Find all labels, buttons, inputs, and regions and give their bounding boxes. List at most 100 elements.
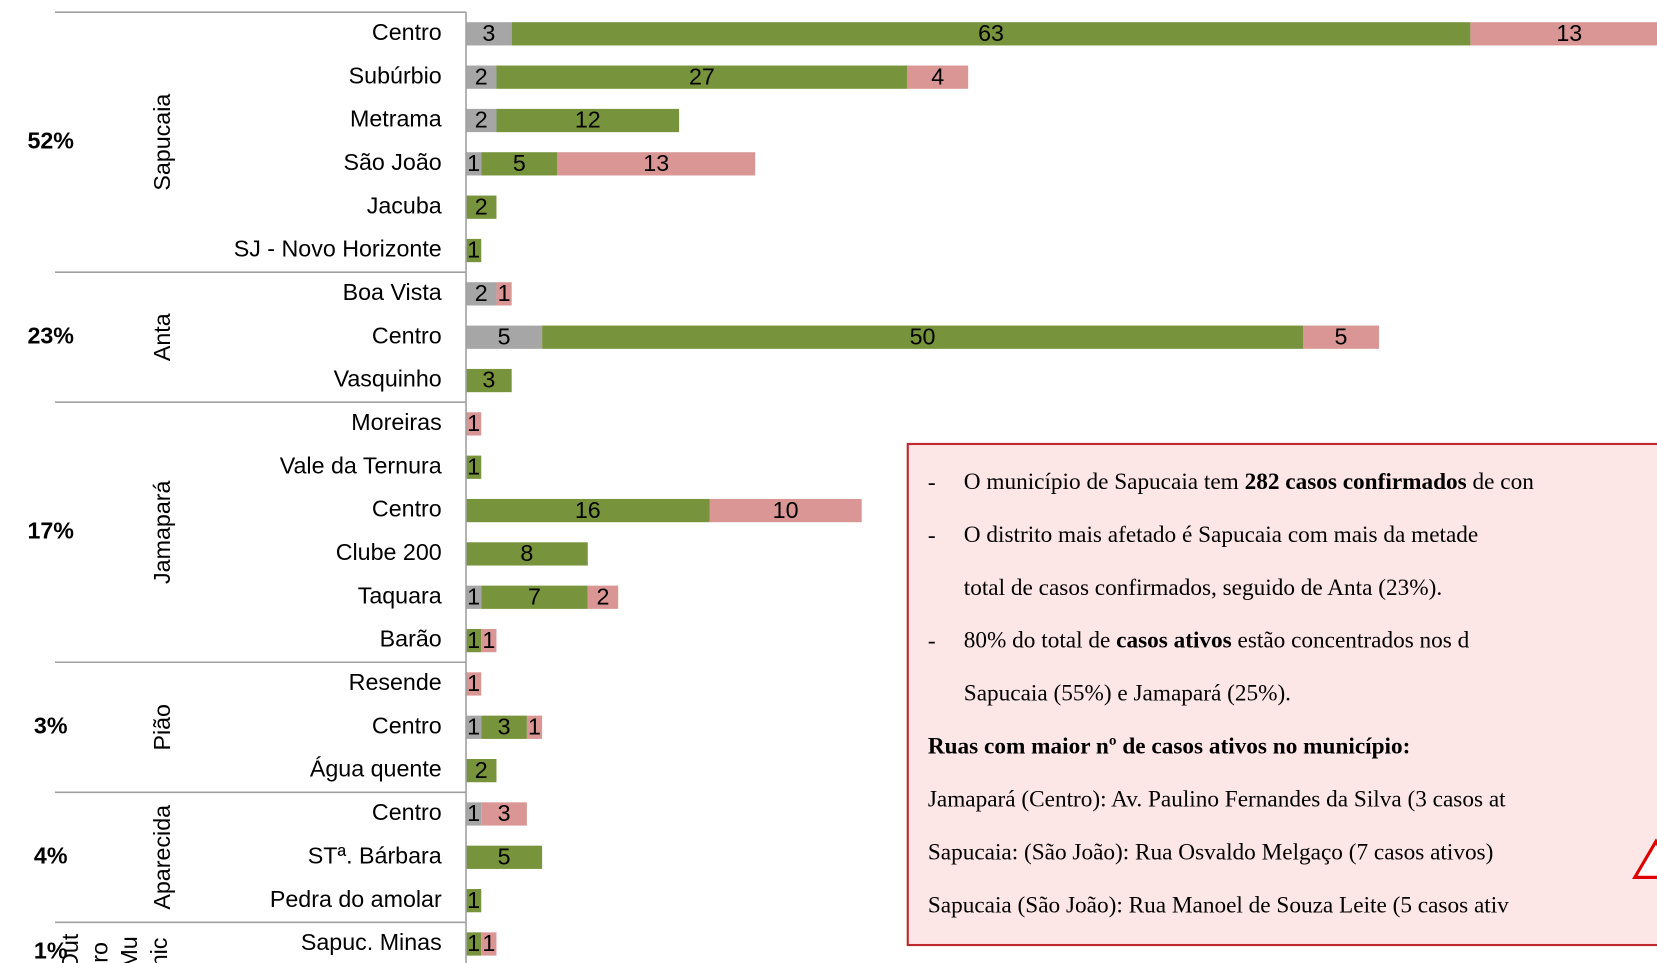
bar-segment xyxy=(481,802,527,826)
bar-segment xyxy=(466,65,497,89)
category-label: Barão xyxy=(380,626,442,652)
value-label: 2 xyxy=(475,193,488,219)
note-text: casos ativos xyxy=(1116,628,1232,654)
value-label: 1 xyxy=(467,670,480,696)
bar-segment xyxy=(496,282,512,306)
value-label: 13 xyxy=(643,150,669,176)
group-label: Jamapará xyxy=(149,480,175,583)
note-line: O distrito mais afetado é Sapucaia com m… xyxy=(964,522,1478,548)
bar-segment xyxy=(466,22,512,46)
category-label: Pedra do amolar xyxy=(270,886,442,912)
group-label: nic xyxy=(146,937,172,963)
category-label: São João xyxy=(343,149,441,175)
bar-segment xyxy=(481,585,588,609)
note-street: Sapucaia: (São João): Rua Osvaldo Melgaç… xyxy=(928,839,1494,865)
bar-segment xyxy=(496,65,908,89)
category-label: Subúrbio xyxy=(349,62,442,88)
value-label: 1 xyxy=(498,280,511,306)
group-share: 17% xyxy=(27,517,74,543)
bar-segment xyxy=(466,628,482,653)
note-text: O distrito mais afetado é Sapucaia com m… xyxy=(964,522,1478,548)
bar-segment xyxy=(481,715,527,739)
bar-segment xyxy=(1470,22,1657,46)
value-label: 1 xyxy=(467,237,480,263)
value-label: 3 xyxy=(498,713,511,739)
bar-segment xyxy=(466,758,497,783)
note-line: 80% do total de casos ativos estão conce… xyxy=(964,628,1470,654)
bar-segment xyxy=(466,498,710,523)
group-share: 52% xyxy=(27,127,74,153)
value-label: 12 xyxy=(575,107,601,133)
category-label: Vasquinho xyxy=(334,366,442,392)
bar-segment xyxy=(481,152,558,176)
group-share: 3% xyxy=(34,712,68,738)
value-label: 5 xyxy=(513,150,526,176)
bar-segment xyxy=(526,715,543,739)
value-label: 1 xyxy=(482,627,495,653)
category-label: Centro xyxy=(372,799,442,825)
bar-segment xyxy=(466,889,482,913)
note-text: de con xyxy=(1467,469,1535,495)
bar-segment xyxy=(481,628,497,653)
group-label: Sapucaia xyxy=(149,94,175,191)
group-label: Pião xyxy=(149,704,175,751)
group-share: 23% xyxy=(27,322,74,348)
group-label: Aparecida xyxy=(149,805,175,910)
note-text: 282 casos confirmados xyxy=(1245,469,1467,495)
category-label: Jacuba xyxy=(367,192,442,218)
value-label: 3 xyxy=(482,20,495,46)
category-label: Moreiras xyxy=(351,409,441,435)
bar-segment xyxy=(466,845,543,869)
category-label: Metrama xyxy=(350,106,442,132)
value-label: 10 xyxy=(773,497,799,523)
note-line: O município de Sapucaia tem 282 casos co… xyxy=(964,469,1534,495)
group-share: 1% xyxy=(34,938,68,963)
value-label: 1 xyxy=(467,150,480,176)
value-label: 1 xyxy=(467,627,480,653)
bar-segment xyxy=(542,325,1303,349)
value-label: 8 xyxy=(520,540,533,566)
value-label: 5 xyxy=(1335,323,1348,349)
value-label: 1 xyxy=(482,930,495,956)
bullet-marker: - xyxy=(928,522,936,548)
category-label: Sapuc. Minas xyxy=(301,929,442,955)
value-label: 1 xyxy=(467,583,480,609)
value-label: 2 xyxy=(475,757,488,783)
bar-segment xyxy=(466,152,482,176)
category-label: Resende xyxy=(349,669,442,695)
value-label: 1 xyxy=(467,930,480,956)
bar-segment xyxy=(466,238,482,263)
group-label: Mu xyxy=(116,936,142,963)
bar-segment xyxy=(466,932,482,956)
bar-segment xyxy=(466,368,512,393)
bar-segment xyxy=(466,585,482,609)
bar-segment xyxy=(557,152,756,176)
bullet-marker: - xyxy=(928,628,936,654)
category-label: Clube 200 xyxy=(336,539,442,565)
value-label: 5 xyxy=(498,843,511,869)
note-text: estão concentrados nos d xyxy=(1232,628,1470,654)
category-label: STª. Bárbara xyxy=(308,842,442,868)
note-text: total de casos confirmados, seguido de A… xyxy=(964,575,1442,601)
bar-segment xyxy=(466,108,497,133)
value-label: 16 xyxy=(575,497,601,523)
note-heading: Ruas com maior nº de casos ativos no mun… xyxy=(928,734,1411,760)
value-label: 2 xyxy=(475,280,488,306)
value-label: 1 xyxy=(528,713,541,739)
value-label: 4 xyxy=(931,63,944,89)
value-label: 1 xyxy=(467,410,480,436)
bar-segment xyxy=(1302,325,1380,349)
value-label: 3 xyxy=(498,800,511,826)
category-label: Centro xyxy=(372,19,442,45)
value-label: 7 xyxy=(528,583,541,609)
bar-segment xyxy=(466,672,482,696)
value-label: 1 xyxy=(467,453,480,479)
value-label: 1 xyxy=(467,800,480,826)
bar-segment xyxy=(481,932,497,956)
group-share: 4% xyxy=(34,842,68,868)
category-label: Água quente xyxy=(310,756,442,782)
bar-segment xyxy=(466,715,482,739)
bar-segment xyxy=(466,412,482,436)
